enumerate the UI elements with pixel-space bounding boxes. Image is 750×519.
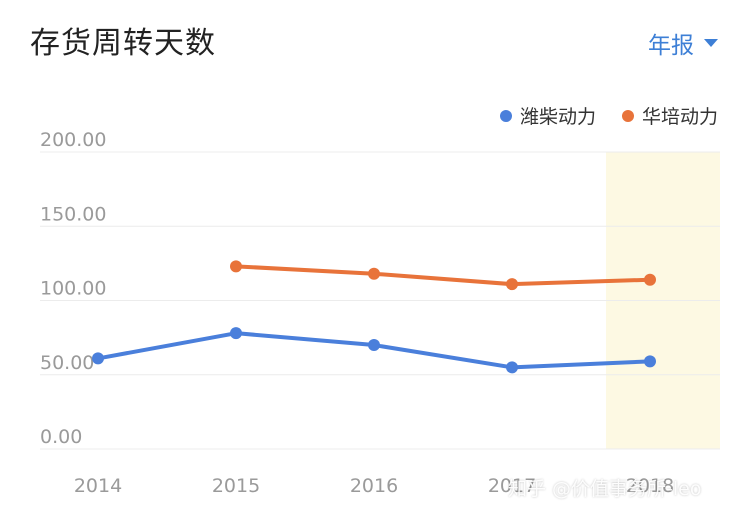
x-tick-label: 2016 — [350, 475, 398, 497]
chevron-down-icon — [704, 39, 718, 47]
data-point-series-1 — [644, 273, 656, 286]
watermark: 知乎 @价值事务所-leo — [508, 478, 702, 500]
legend-dot-icon — [499, 109, 512, 122]
y-tick-label: 0.00 — [40, 426, 82, 448]
data-point-series-0 — [230, 327, 242, 340]
data-point-series-1 — [506, 278, 518, 291]
period-dropdown[interactable]: 年报 — [648, 26, 718, 60]
x-tick-label: 2017 — [488, 475, 536, 497]
y-tick-label: 100.00 — [40, 278, 106, 300]
data-point-series-0 — [644, 355, 656, 368]
x-tick-label: 2015 — [212, 475, 260, 497]
y-tick-label: 150.00 — [40, 203, 106, 225]
y-tick-label: 200.00 — [40, 129, 106, 151]
data-point-series-1 — [230, 260, 242, 273]
series-line-1 — [234, 264, 652, 287]
y-tick-label: 50.00 — [40, 352, 94, 374]
period-label: 年报 — [648, 33, 694, 59]
x-tick-label: 2014 — [74, 475, 122, 497]
data-point-series-0 — [92, 352, 104, 365]
legend-dot-icon — [621, 109, 634, 122]
legend: 潍柴动力 华培动力 — [499, 102, 718, 129]
legend-label: 华培动力 — [641, 106, 718, 128]
data-point-series-1 — [368, 267, 380, 280]
x-tick-label: 2018 — [626, 475, 674, 497]
legend-item-series-0[interactable]: 潍柴动力 — [499, 102, 596, 129]
legend-item-series-1[interactable]: 华培动力 — [621, 102, 718, 129]
chart-title: 存货周转天数 — [30, 26, 216, 61]
data-point-series-0 — [368, 339, 380, 352]
data-point-series-0 — [506, 361, 518, 374]
legend-label: 潍柴动力 — [519, 106, 596, 128]
